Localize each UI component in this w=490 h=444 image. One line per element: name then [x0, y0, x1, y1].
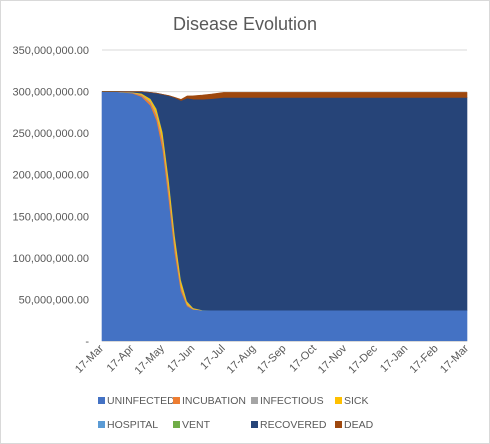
x-tick-label: 17-Feb: [408, 343, 441, 376]
y-tick-label: 250,000,000.00: [13, 128, 89, 140]
legend-swatch-dead: [335, 421, 342, 428]
x-tick-label: 17-Nov: [316, 342, 350, 376]
y-tick-label: 100,000,000.00: [13, 253, 89, 265]
y-tick-label: 150,000,000.00: [13, 211, 89, 223]
x-tick-label: 17-Oct: [287, 343, 319, 375]
y-tick-label: 200,000,000.00: [13, 170, 89, 182]
y-tick-label: 300,000,000.00: [13, 87, 89, 99]
x-tick-label: 17-Jun: [165, 343, 197, 375]
x-tick-label: 17-Dec: [346, 342, 380, 376]
legend-label-dead: DEAD: [344, 419, 374, 431]
x-tick-label: 17-Mar: [438, 342, 471, 375]
area-dead: [102, 91, 468, 101]
legend-swatch-hospital: [98, 421, 105, 428]
legend-label-uninfected: UNINFECTED: [107, 395, 175, 407]
legend-label-recovered: RECOVERED: [260, 419, 327, 431]
legend-swatch-sick: [335, 397, 342, 404]
legend-label-incubation: INCUBATION: [182, 395, 246, 407]
legend-label-hospital: HOSPITAL: [107, 419, 158, 431]
x-tick-label: 17-Sep: [255, 343, 289, 377]
x-tick-label: 17-May: [133, 342, 168, 377]
legend-swatch-infectious: [251, 397, 258, 404]
legend-swatch-uninfected: [98, 397, 105, 404]
legend-label-infectious: INFECTIOUS: [260, 395, 324, 407]
x-tick-label: 17-Jan: [378, 343, 410, 375]
legend-label-vent: VENT: [182, 419, 211, 431]
legend-swatch-vent: [173, 421, 180, 428]
chart-title: Disease Evolution: [173, 14, 317, 34]
legend-swatch-recovered: [251, 421, 258, 428]
x-tick-label: 17-Jul: [198, 343, 228, 373]
legend-label-sick: SICK: [344, 395, 369, 407]
legend: UNINFECTED INCUBATION INFECTIOUS SICK HOSPIT…: [98, 395, 374, 431]
stacked-areas: [101, 91, 468, 342]
x-tick-label: 17-Apr: [105, 342, 137, 374]
y-tick-label: -: [85, 336, 89, 348]
y-tick-label: 350,000,000.00: [13, 45, 89, 57]
x-tick-label: 17-Mar: [73, 342, 106, 375]
legend-swatch-incubation: [173, 397, 180, 404]
x-tick-label: 17-Aug: [225, 343, 259, 377]
y-tick-label: 50,000,000.00: [19, 294, 89, 306]
